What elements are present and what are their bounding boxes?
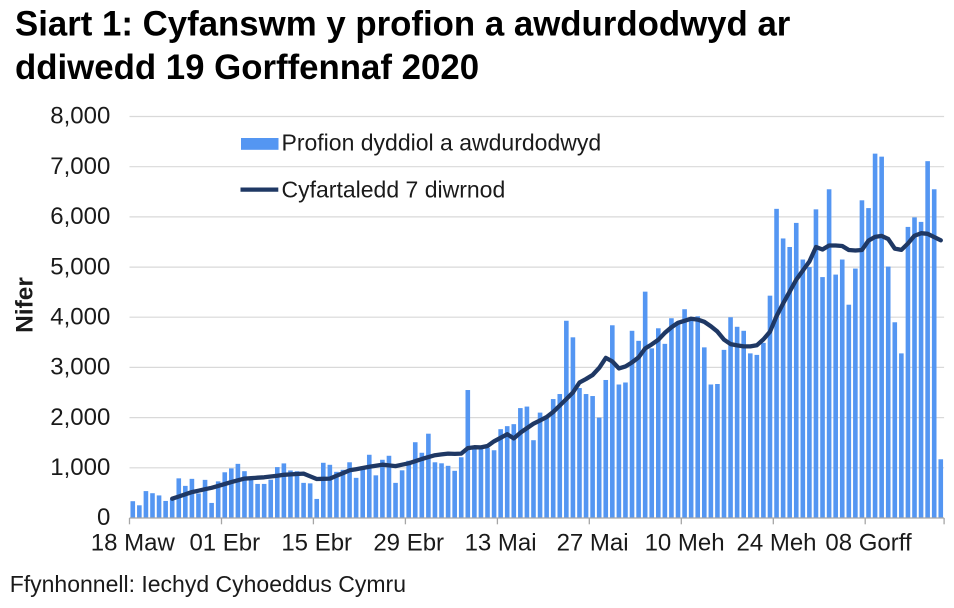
svg-text:ddiwedd 19 Gorffennaf 2020: ddiwedd 19 Gorffennaf 2020 — [15, 48, 479, 87]
svg-text:10 Meh: 10 Meh — [645, 530, 725, 557]
svg-text:0: 0 — [97, 504, 110, 531]
svg-text:6,000: 6,000 — [50, 203, 110, 230]
svg-text:1,000: 1,000 — [50, 454, 110, 481]
svg-text:2,000: 2,000 — [50, 404, 110, 431]
svg-text:13 Mai: 13 Mai — [465, 530, 537, 557]
svg-text:01 Ebr: 01 Ebr — [189, 530, 260, 557]
svg-text:4,000: 4,000 — [50, 303, 110, 330]
svg-text:3,000: 3,000 — [50, 354, 110, 381]
svg-text:18 Maw: 18 Maw — [91, 530, 176, 557]
svg-text:Nifer: Nifer — [12, 277, 39, 333]
svg-text:Ffynhonnell: Iechyd Cyhoeddus: Ffynhonnell: Iechyd Cyhoeddus Cymru — [10, 571, 406, 597]
svg-text:15 Ebr: 15 Ebr — [281, 530, 352, 557]
svg-text:5,000: 5,000 — [50, 253, 110, 280]
svg-text:27 Mai: 27 Mai — [557, 530, 629, 557]
svg-text:Cyfartaledd 7 diwrnod: Cyfartaledd 7 diwrnod — [282, 177, 506, 203]
svg-text:29 Ebr: 29 Ebr — [373, 530, 444, 557]
svg-text:Profion dyddiol a awdurdodwyd: Profion dyddiol a awdurdodwyd — [282, 130, 602, 156]
svg-text:8,000: 8,000 — [50, 103, 110, 130]
svg-text:24 Meh: 24 Meh — [736, 530, 816, 557]
svg-text:Siart 1: Cyfanswm y profion a: Siart 1: Cyfanswm y profion a awdurdodwy… — [15, 5, 791, 44]
svg-text:08 Gorff: 08 Gorff — [825, 530, 912, 557]
svg-text:7,000: 7,000 — [50, 153, 110, 180]
